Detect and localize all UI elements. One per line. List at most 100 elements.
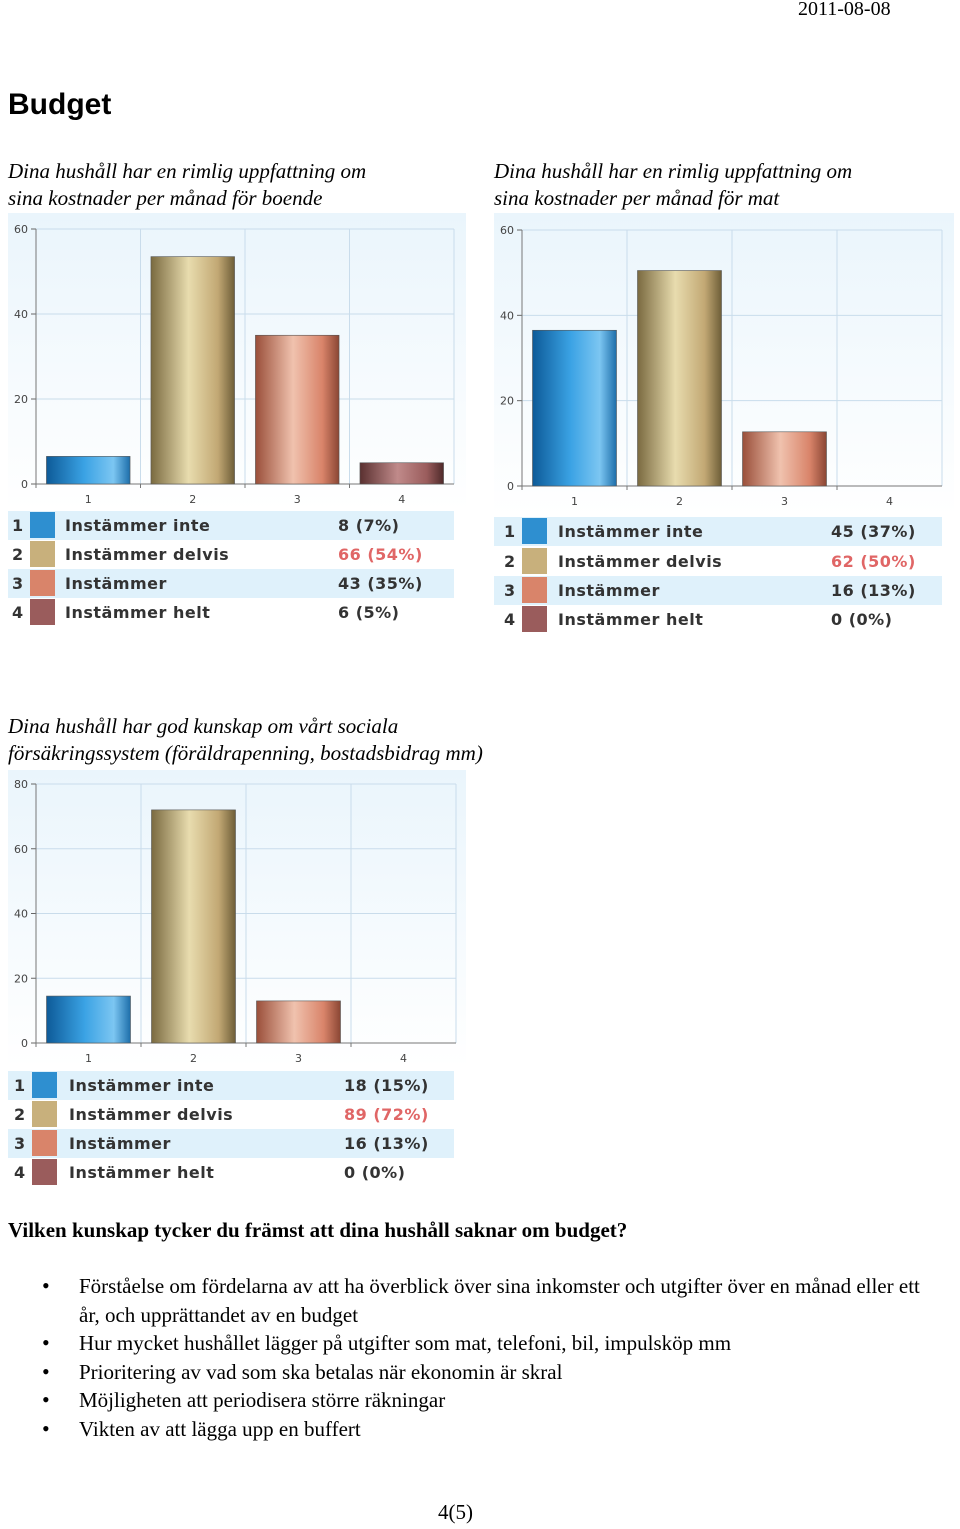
section-question: Vilken kunskap tycker du främst att dina… bbox=[8, 1218, 628, 1242]
y-tick-label: 20 bbox=[14, 393, 28, 406]
legend-number: 2 bbox=[12, 545, 24, 564]
page-title: Budget bbox=[8, 88, 112, 121]
legend-value: 62 (50%) bbox=[831, 552, 916, 571]
y-tick-label: 40 bbox=[14, 308, 28, 321]
legend-value: 45 (37%) bbox=[831, 522, 916, 541]
legend-number: 1 bbox=[12, 516, 24, 535]
chart-2-title: Dina hushåll har en rimlig uppfattning o… bbox=[494, 158, 852, 212]
bullet-list: Förståelse om fördelarna av att ha överb… bbox=[40, 1272, 920, 1443]
legend-number: 3 bbox=[504, 581, 516, 600]
bar-2 bbox=[151, 809, 236, 1044]
chart-1-plot: 0 20 40 60 1 2 3 4 bbox=[8, 213, 466, 510]
x-tick-label: 1 bbox=[85, 1052, 92, 1065]
x-tick-label: 4 bbox=[886, 495, 893, 508]
chart-3-title: Dina hushåll har god kunskap om vårt soc… bbox=[8, 713, 483, 767]
bar-3 bbox=[256, 1000, 341, 1044]
y-tick-label: 0 bbox=[21, 478, 28, 491]
document-date: 2011-08-08 bbox=[798, 0, 891, 20]
legend-label: Instämmer delvis bbox=[69, 1105, 234, 1124]
legend-number: 1 bbox=[504, 522, 516, 541]
x-tick-label: 4 bbox=[400, 1052, 407, 1065]
list-item: Hur mycket hushållet lägger på utgifter … bbox=[40, 1329, 920, 1358]
legend-value: 0 (0%) bbox=[831, 610, 893, 629]
legend-label: Instämmer helt bbox=[69, 1163, 215, 1182]
legend-number: 2 bbox=[14, 1105, 26, 1124]
legend-number: 1 bbox=[14, 1076, 26, 1095]
y-tick-label: 40 bbox=[14, 908, 28, 921]
legend-row: 4 Instämmer helt 0 (0%) bbox=[494, 605, 954, 634]
legend-label: Instämmer helt bbox=[65, 603, 211, 622]
legend-value: 18 (15%) bbox=[344, 1076, 429, 1095]
list-item: Möjligheten att periodisera större räkni… bbox=[40, 1386, 920, 1415]
chart-3-title-line2: försäkringssystem (föräldrapenning, bost… bbox=[8, 741, 483, 765]
legend-value: 6 (5%) bbox=[338, 603, 400, 622]
legend-label: Instämmer bbox=[558, 581, 660, 600]
legend-number: 3 bbox=[12, 574, 24, 593]
x-tick-label: 1 bbox=[571, 495, 578, 508]
legend-swatch bbox=[32, 1072, 57, 1098]
legend-number: 4 bbox=[504, 610, 516, 629]
y-tick-label: 40 bbox=[500, 309, 514, 322]
chart-2-plot: 0 20 40 60 1 2 3 4 bbox=[494, 213, 954, 515]
legend-swatch bbox=[30, 541, 55, 567]
legend-label: Instämmer inte bbox=[558, 522, 704, 541]
y-tick-label: 20 bbox=[500, 395, 514, 408]
legend-row: 2 Instämmer delvis 89 (72%) bbox=[8, 1100, 466, 1129]
bar-2 bbox=[150, 256, 235, 485]
legend-row: 1 Instämmer inte 8 (7%) bbox=[8, 511, 454, 540]
legend-label: Instämmer delvis bbox=[65, 545, 230, 564]
legend-value: 8 (7%) bbox=[338, 516, 400, 535]
legend-swatch bbox=[30, 570, 55, 596]
chart-3-title-line1: Dina hushåll har god kunskap om vårt soc… bbox=[8, 714, 399, 738]
legend-row: 2 Instämmer delvis 66 (54%) bbox=[8, 540, 466, 569]
x-tick-label: 3 bbox=[294, 493, 301, 506]
legend-swatch bbox=[522, 606, 547, 632]
y-tick-label: 60 bbox=[14, 223, 28, 236]
chart-1-title: Dina hushåll har en rimlig uppfattning o… bbox=[8, 158, 366, 212]
chart-3-plot: 0 20 40 60 80 1 2 3 4 bbox=[8, 770, 466, 1068]
bar-4 bbox=[359, 462, 444, 485]
legend-value: 66 (54%) bbox=[338, 545, 423, 564]
legend-swatch bbox=[32, 1130, 57, 1156]
legend-number: 4 bbox=[14, 1163, 26, 1182]
list-item: Prioritering av vad som ska betalas när … bbox=[40, 1358, 920, 1387]
legend-swatch bbox=[30, 512, 55, 538]
legend-row: 1 Instämmer inte 18 (15%) bbox=[8, 1071, 454, 1100]
legend-swatch bbox=[32, 1159, 57, 1185]
y-tick-label: 60 bbox=[14, 843, 28, 856]
chart-2-title-line2: sina kostnader per månad för mat bbox=[494, 186, 780, 210]
y-tick-label: 60 bbox=[500, 224, 514, 237]
page-number: 4(5) bbox=[438, 1500, 473, 1524]
bar-3 bbox=[742, 431, 827, 487]
legend-label: Instämmer inte bbox=[69, 1076, 215, 1095]
x-tick-label: 2 bbox=[676, 495, 683, 508]
legend-number: 4 bbox=[12, 603, 24, 622]
chart-1-title-line1: Dina hushåll har en rimlig uppfattning o… bbox=[8, 159, 367, 183]
legend-row: 3 Instämmer 43 (35%) bbox=[8, 569, 454, 598]
y-tick-label: 20 bbox=[14, 972, 28, 985]
legend-row: 3 Instämmer 16 (13%) bbox=[494, 576, 942, 605]
chart-1: 0 20 40 60 1 2 3 4 1 Instämmer inte 8 (7%) 2 In… bbox=[8, 213, 466, 633]
legend-swatch bbox=[522, 518, 547, 544]
legend-row: 4 Instämmer helt 6 (5%) bbox=[8, 598, 466, 627]
legend-value: 89 (72%) bbox=[344, 1105, 429, 1124]
legend-row: 2 Instämmer delvis 62 (50%) bbox=[494, 547, 954, 576]
y-tick-label: 0 bbox=[21, 1037, 28, 1050]
legend-row: 1 Instämmer inte 45 (37%) bbox=[494, 517, 942, 546]
legend-value: 43 (35%) bbox=[338, 574, 423, 593]
bar-2 bbox=[637, 270, 722, 487]
legend-row: 4 Instämmer helt 0 (0%) bbox=[8, 1158, 466, 1187]
legend-label: Instämmer bbox=[69, 1134, 171, 1153]
x-tick-label: 2 bbox=[190, 1052, 197, 1065]
x-tick-label: 3 bbox=[295, 1052, 302, 1065]
x-tick-label: 4 bbox=[398, 493, 405, 506]
legend-value: 16 (13%) bbox=[344, 1134, 429, 1153]
x-tick-label: 2 bbox=[189, 493, 196, 506]
legend-label: Instämmer bbox=[65, 574, 167, 593]
y-tick-label: 0 bbox=[507, 480, 514, 493]
legend-label: Instämmer inte bbox=[65, 516, 211, 535]
legend-swatch bbox=[522, 548, 547, 574]
legend-label: Instämmer delvis bbox=[558, 552, 723, 571]
x-tick-label: 3 bbox=[781, 495, 788, 508]
legend-swatch bbox=[32, 1101, 57, 1127]
